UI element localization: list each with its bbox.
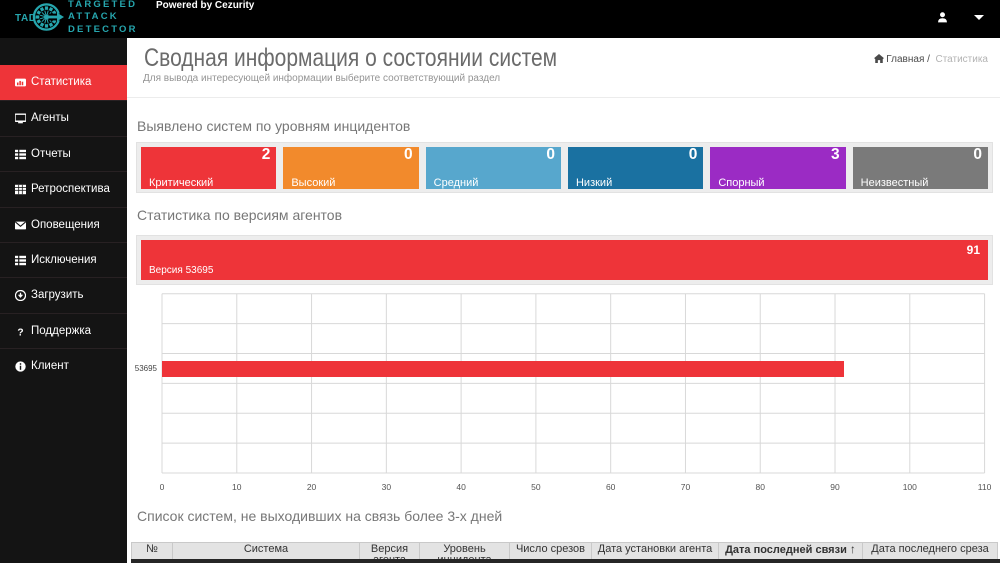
svg-text:70: 70	[681, 482, 691, 492]
svg-text:50: 50	[531, 482, 541, 492]
svg-text:20: 20	[307, 482, 317, 492]
svg-text:60: 60	[606, 482, 616, 492]
svg-text:30: 30	[382, 482, 392, 492]
svg-text:?: ?	[17, 327, 23, 337]
svg-text:53695: 53695	[135, 364, 158, 373]
svg-text:0: 0	[160, 482, 165, 492]
svg-text:100: 100	[903, 482, 917, 492]
svg-text:10: 10	[232, 482, 242, 492]
svg-text:40: 40	[456, 482, 466, 492]
svg-text:110: 110	[978, 482, 992, 492]
svg-text:90: 90	[830, 482, 840, 492]
svg-text:80: 80	[756, 482, 766, 492]
